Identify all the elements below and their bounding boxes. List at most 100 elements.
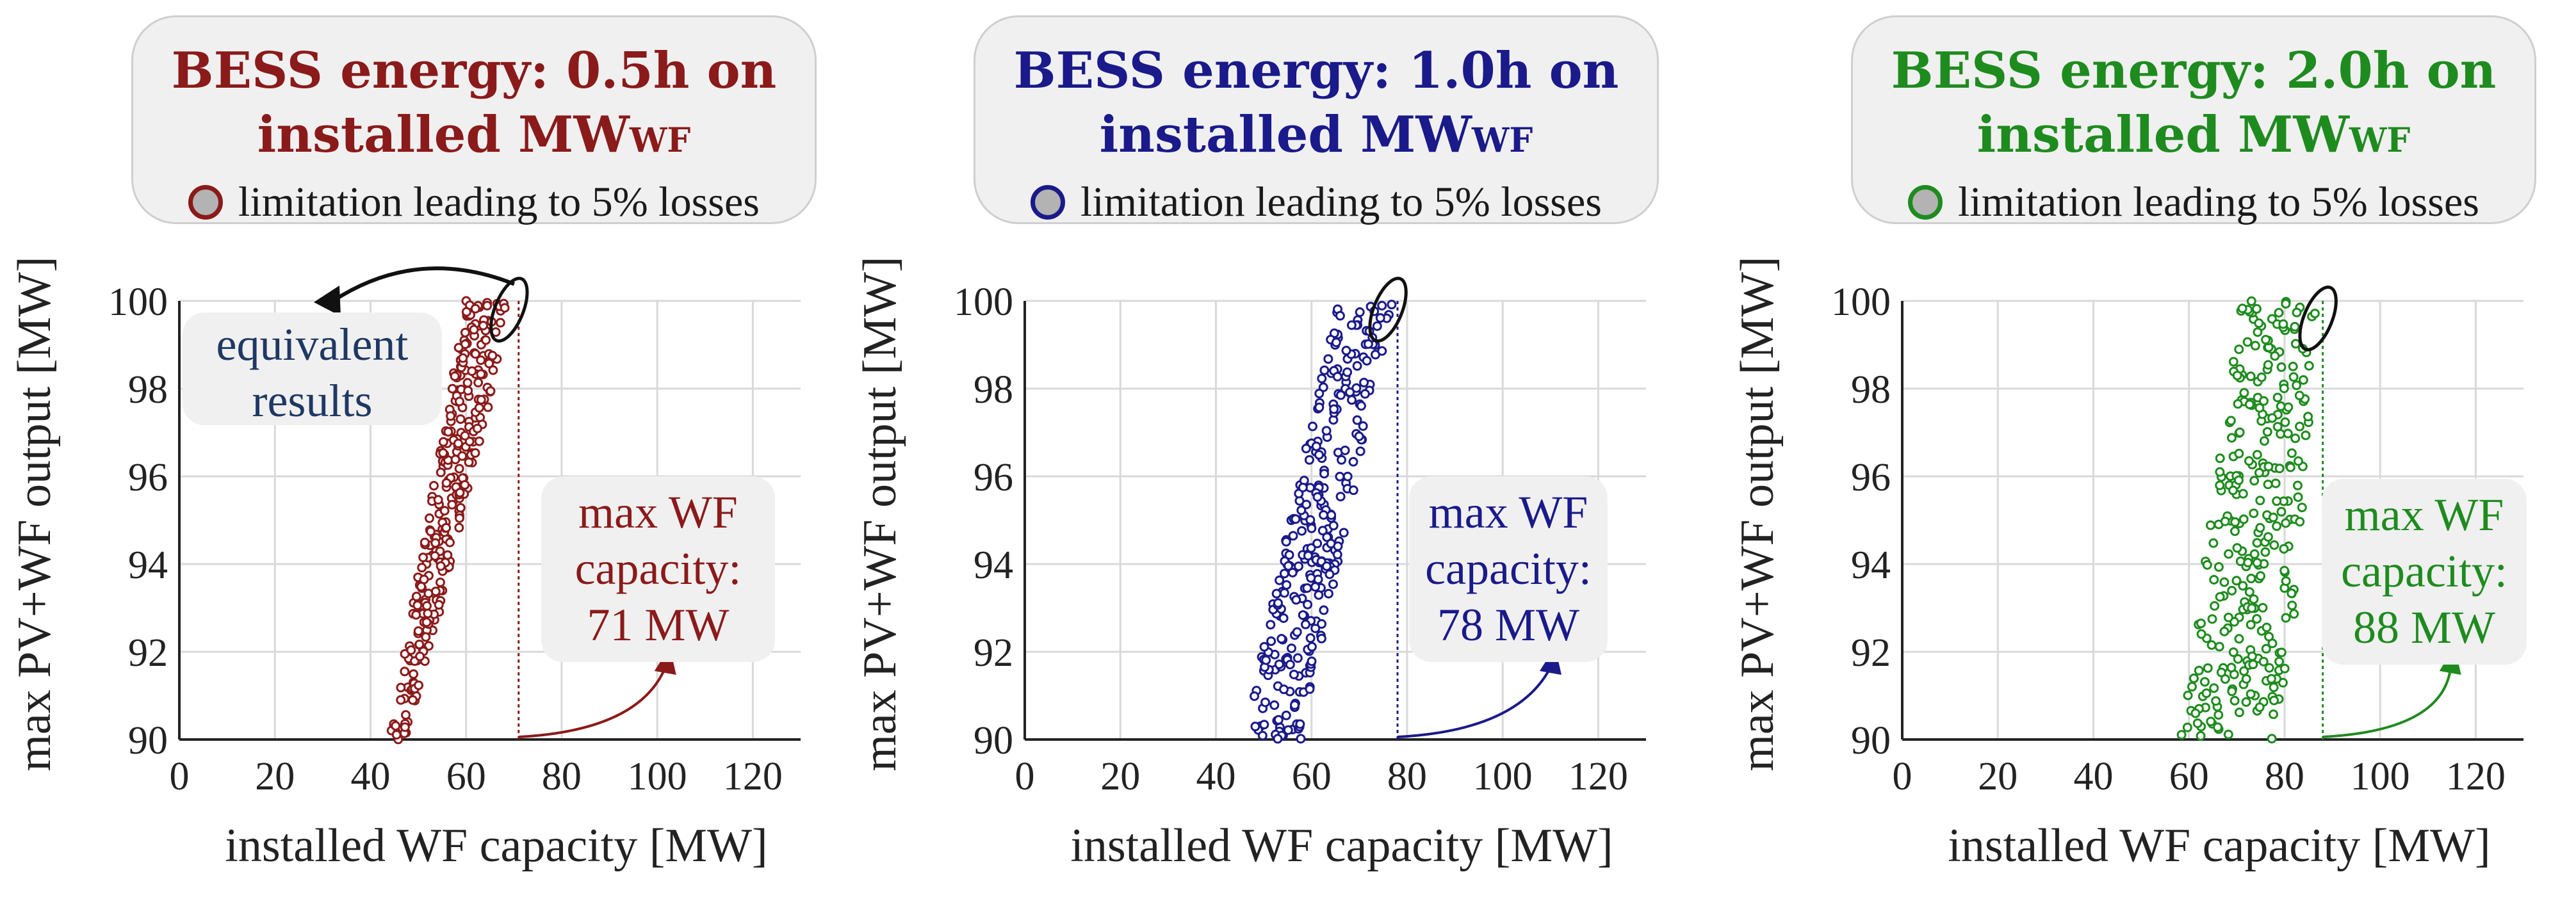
scatter-point [1335,390,1346,400]
x-tick-label: 40 [2073,755,2113,798]
scatter-point [1346,320,1357,330]
capacity-arrow [2322,665,2452,738]
scatter-point [2298,375,2308,385]
scatter-point [476,369,486,379]
legend-marker-icon [188,185,224,220]
scatter-point [430,551,440,561]
x-tick-label: 20 [1978,755,2018,798]
legend-marker-icon [1031,185,1066,220]
scatter-point [1312,492,1323,502]
scatter-point [2252,558,2262,568]
legend-title-line1: BESS energy: 1.0h on [1013,42,1619,100]
scatter-point [1314,590,1324,600]
x-tick-label: 100 [2351,755,2410,798]
scatter-point [1260,697,1271,707]
scatter-point [2279,544,2289,554]
panel-2p0h: BESS energy: 2.0h on installed MWWF limi… [1723,0,2576,897]
scatter-point [2255,522,2265,533]
scatter-point [409,669,419,679]
scatter-point [2234,344,2244,355]
scatter-point [467,366,477,376]
scatter-point [470,448,480,458]
scatter-point [2293,456,2303,466]
scatter-point [1274,659,1284,670]
scatter-point [1335,311,1345,321]
legend-marker-icon [1908,185,1943,220]
scatter-point [1332,549,1342,560]
losses-marker-ellipse [2298,285,2338,352]
scatter-point [2190,708,2201,718]
y-tick-label: 96 [1851,456,1891,499]
scatter-point [425,513,435,523]
scatter-point [420,537,430,547]
scatter-point [2234,634,2244,644]
scatter-point [2276,647,2287,658]
scatter-point [2288,372,2299,382]
scatter-point [1300,619,1310,629]
legend-title-line2: installed MW [257,106,630,164]
scatter-point [469,325,479,335]
scatter-point [455,503,466,513]
scatter-point [423,588,434,599]
scatter-point [2246,296,2256,306]
scatter-point [1335,492,1346,502]
scatter-point [1297,526,1307,536]
scatter-point [485,386,496,396]
scatter-point [472,423,482,433]
y-tick-label: 94 [974,544,1013,587]
annotation-line-3: 78 MW [1437,599,1579,651]
scatter-point [2237,303,2247,314]
y-tick-label: 100 [954,280,1013,324]
legend-title: BESS energy: 1.0h on installed MWWF [975,39,1657,173]
legend-box: BESS energy: 1.0h on installed MWWF limi… [974,15,1659,225]
y-axis-label: max PV+WF output [MW] [1731,256,1784,771]
scatter-point [2211,696,2221,706]
scatter-point [1348,457,1358,467]
scatter-point [1363,339,1373,349]
scatter-point [2215,592,2225,602]
scatter-point [396,695,406,705]
scatter-point [2219,626,2230,636]
x-tick-label: 40 [350,755,390,798]
scatter-point [463,385,473,396]
scatter-point [2247,603,2257,613]
scatter-point [411,610,421,620]
annotation-line-3: 71 MW [587,599,730,651]
scatter-point [413,626,423,636]
scatter-point [1311,441,1321,451]
scatter-point [2295,517,2305,527]
scatter-point [2246,371,2256,382]
scatter-point [2219,577,2230,587]
scatter-point [1325,569,1335,579]
scatter-point [2234,707,2244,718]
scatter-point [2279,384,2289,394]
scatter-point [454,464,464,474]
scatter-point [1332,371,1342,382]
scatter-point [1310,582,1321,592]
scatter-point [2269,683,2279,693]
scatter-point [2239,666,2249,676]
scatter-point [2292,480,2303,490]
scatter-point [2249,476,2260,486]
scatter-point [500,303,510,313]
scatter-plot: 0 20 40 60 80 100 120 90 92 94 96 98 100 installed WF… [8,256,801,872]
scatter-point [2261,335,2271,345]
legend-title-line1: BESS energy: 0.5h on [171,42,777,100]
scatter-point [2242,337,2253,347]
scatter-point [1359,378,1369,388]
scatter-point [1271,588,1282,599]
scatter-point [2288,361,2298,371]
scatter-point [2256,571,2266,581]
scatter-point [2209,574,2219,585]
scatter-point [1307,421,1317,432]
scatter-point [2264,663,2274,673]
scatter-point [2281,298,2291,309]
scatter-point [2310,309,2320,319]
scatter-point [1321,426,1332,436]
y-tick-label: 100 [108,280,168,324]
scatter-point [423,608,433,618]
scatter-point [2281,576,2291,586]
scatter-point [1285,659,1295,670]
scatter-point [2194,665,2204,675]
scatter-point [1276,634,1287,644]
